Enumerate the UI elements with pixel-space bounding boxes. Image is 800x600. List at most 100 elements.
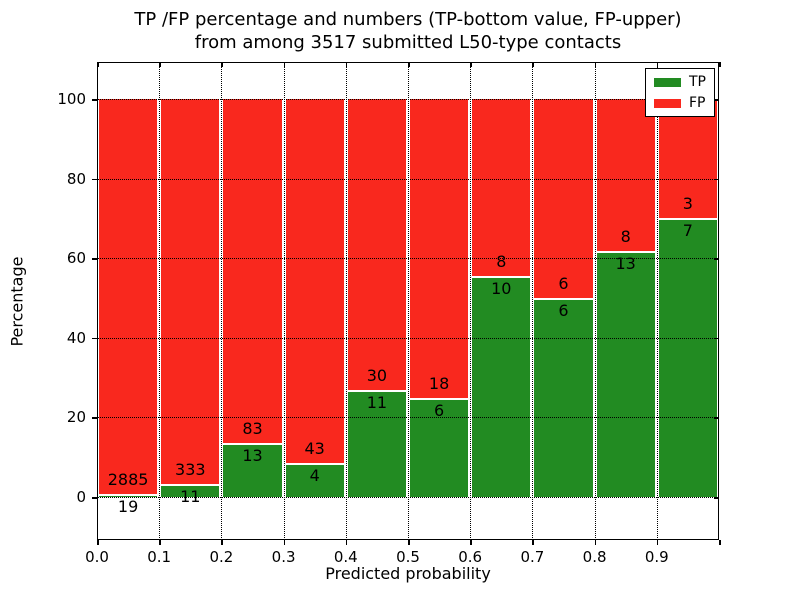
annotation-tp-count: 13 [242, 446, 263, 466]
y-tick-mark [92, 258, 97, 260]
x-tick-label: 0.7 [520, 548, 545, 566]
gridline-horizontal [97, 337, 719, 339]
x-tick-mark [532, 540, 534, 545]
x-tick-mark [97, 540, 99, 545]
chart-title: TP /FP percentage and numbers (TP-bottom… [97, 8, 719, 54]
y-tick-mark [92, 99, 97, 101]
gridline-horizontal [97, 497, 719, 498]
y-tick-label: 20 [66, 408, 86, 427]
x-axis-label: Predicted probability [325, 564, 491, 583]
y-tick-label: 60 [66, 249, 86, 268]
gridline-vertical [221, 62, 223, 540]
bar-fp-segment [472, 99, 531, 278]
x-tick-mark [656, 540, 659, 545]
y-tick-mark [92, 497, 97, 499]
x-tick-mark [470, 540, 472, 545]
bar-fp-segment [410, 99, 469, 400]
x-tick-label: 0.4 [333, 548, 358, 566]
annotation-tp-count: 13 [615, 253, 636, 273]
x-tick-mark-top [408, 62, 410, 67]
x-tick-label: 0.1 [147, 548, 172, 566]
annotation-fp-count: 8 [620, 226, 631, 246]
annotation-fp-count: 30 [366, 366, 388, 386]
x-tick-mark [594, 540, 597, 545]
x-tick-mark [345, 540, 348, 545]
y-tick-mark [92, 337, 97, 340]
annotation-tp-count: 11 [180, 487, 201, 507]
x-tick-mark-top [159, 62, 161, 67]
x-tick-label: 0.9 [644, 548, 669, 566]
gridline-horizontal [97, 258, 719, 260]
x-tick-label: 0.5 [396, 548, 420, 566]
gridline-vertical [283, 62, 285, 540]
title-line-2: from among 3517 submitted L50-type conta… [194, 32, 622, 53]
x-tick-label: 0.6 [458, 548, 483, 566]
bar-tp-segment [596, 250, 655, 497]
y-tick-mark-right [714, 337, 719, 340]
plot-area: TP FP [97, 62, 719, 540]
x-tick-mark [408, 540, 410, 545]
gridline-horizontal [97, 178, 719, 180]
gridline-vertical [532, 62, 534, 540]
annotation-fp-count: 2885 [107, 470, 149, 490]
annotation-fp-count: 8 [496, 251, 507, 271]
legend: TP FP [645, 68, 715, 117]
gridline-vertical [159, 62, 161, 540]
x-tick-mark-top [345, 62, 348, 67]
bar-fp-segment [596, 99, 655, 253]
gridline-vertical [594, 62, 596, 540]
gridline-horizontal [97, 417, 719, 419]
x-tick-mark [719, 540, 721, 545]
x-tick-mark [283, 540, 286, 545]
y-tick-mark [92, 178, 97, 181]
gridline-vertical [345, 62, 347, 540]
y-tick-label: 80 [66, 169, 86, 188]
y-tick-label: 0 [76, 488, 86, 506]
legend-item-label: TP [689, 74, 706, 90]
x-tick-mark-top [283, 62, 286, 67]
legend-swatch-fp [654, 98, 681, 108]
annotation-fp-count: 43 [304, 439, 325, 459]
gridline-vertical [470, 62, 472, 540]
y-tick-mark-right [714, 497, 719, 499]
y-tick-mark [92, 417, 97, 419]
bar-tp-segment [472, 275, 531, 497]
bar-tp-segment [534, 298, 593, 497]
annotation-fp-count: 6 [558, 274, 569, 293]
x-tick-mark-top [532, 62, 534, 67]
y-tick-mark-right [714, 99, 719, 101]
annotation-fp-count: 3 [682, 194, 693, 214]
x-tick-label: 0.2 [209, 548, 234, 566]
y-tick-mark-right [714, 178, 719, 181]
legend-item: TP [654, 75, 706, 89]
x-tick-label: 0.3 [271, 548, 296, 566]
bar-tp-segment [347, 390, 406, 497]
title-line-1: TP /FP percentage and numbers (TP-bottom… [134, 9, 682, 30]
bar-fp-segment [223, 99, 282, 446]
annotation-tp-count: 6 [434, 400, 445, 420]
bar-tp-segment [161, 484, 220, 497]
annotation-tp-count: 7 [682, 221, 693, 241]
bar-tp-segment [410, 397, 469, 497]
bar-tp-segment [223, 443, 282, 497]
bar-fp-segment [285, 99, 344, 466]
x-tick-mark-top [719, 62, 721, 67]
x-tick-label: 0.8 [582, 548, 607, 566]
annotation-fp-count: 18 [428, 373, 450, 393]
annotation-tp-count: 6 [558, 301, 569, 320]
annotation-fp-count: 83 [242, 419, 263, 439]
x-tick-mark-top [97, 62, 99, 67]
annotation-tp-count: 10 [491, 278, 512, 298]
annotation-tp-count: 19 [117, 497, 139, 517]
annotation-tp-count: 4 [309, 466, 320, 486]
legend-swatch-tp [654, 77, 681, 87]
x-tick-label: 0.0 [85, 548, 109, 566]
gridline-vertical [656, 62, 658, 540]
bar-fp-segment [161, 99, 220, 487]
legend-item: FP [654, 96, 706, 110]
gridline-horizontal [97, 99, 719, 100]
bar-tp-segment [285, 463, 344, 497]
bar-fp-segment [534, 99, 593, 300]
x-tick-mark-top [656, 62, 659, 67]
